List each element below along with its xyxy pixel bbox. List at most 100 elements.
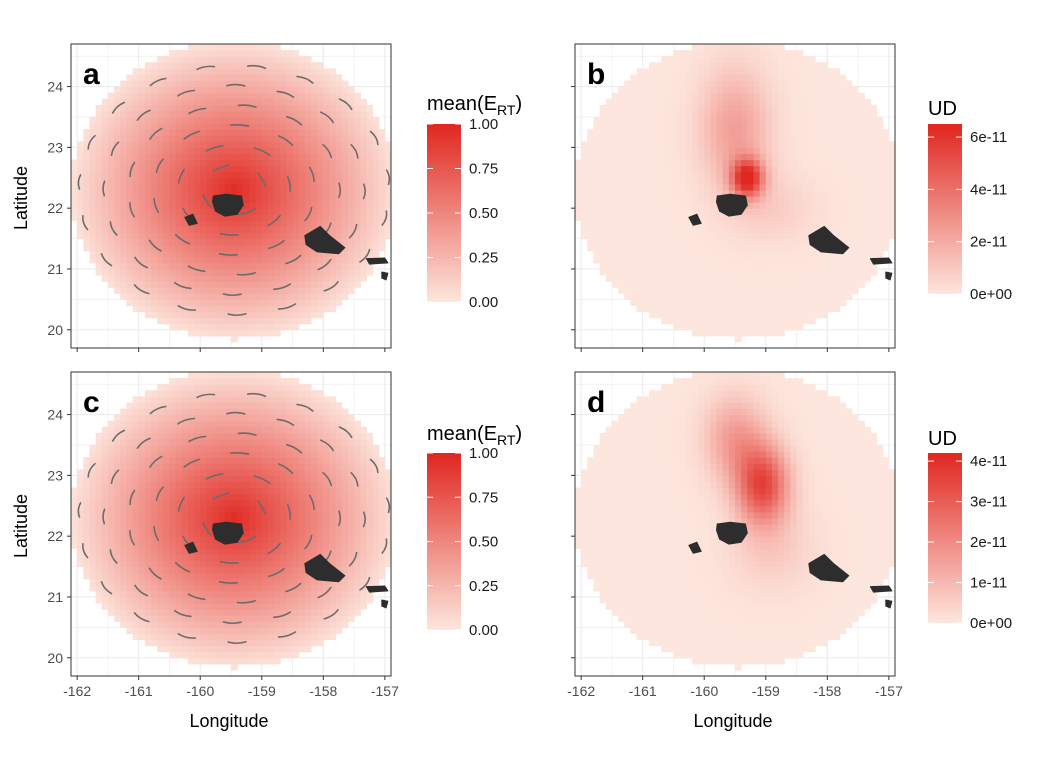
raster-cell	[224, 153, 232, 161]
raster-cell	[391, 196, 398, 203]
raster-cell	[771, 214, 779, 221]
raster-cell	[323, 135, 331, 142]
raster-cell	[667, 226, 675, 234]
raster-cell	[138, 584, 146, 592]
raster-cell	[132, 633, 140, 641]
raster-cell	[237, 171, 244, 179]
raster-cell	[716, 305, 724, 313]
raster-cell	[808, 244, 816, 252]
raster-cell	[126, 511, 134, 519]
raster-cell	[157, 214, 164, 221]
raster-cell	[698, 62, 705, 69]
raster-cell	[181, 451, 189, 458]
raster-cell	[138, 463, 146, 470]
raster-cell	[611, 129, 619, 136]
raster-cell	[304, 226, 312, 234]
raster-cell	[661, 123, 668, 130]
raster-cell	[771, 92, 779, 100]
raster-cell	[286, 189, 294, 197]
raster-cell	[642, 196, 650, 203]
raster-cell	[261, 68, 269, 75]
raster-cell	[120, 116, 127, 124]
raster-cell	[237, 183, 244, 191]
raster-cell	[132, 141, 140, 148]
raster-cell	[317, 116, 324, 124]
raster-cell	[126, 536, 134, 543]
raster-cell	[114, 268, 121, 276]
raster-cell	[187, 517, 195, 525]
raster-cell	[89, 165, 97, 173]
raster-cell	[851, 171, 859, 179]
raster-cell	[292, 135, 300, 142]
raster-cell	[599, 262, 607, 270]
raster-cell	[784, 293, 791, 300]
raster-cell	[347, 244, 355, 252]
flow-dash	[237, 104, 257, 108]
raster-cell	[101, 566, 109, 574]
raster-cell	[107, 505, 115, 513]
raster-cell	[151, 171, 158, 179]
raster-cell	[618, 281, 625, 288]
raster-cell	[200, 50, 207, 57]
raster-cell	[144, 517, 152, 525]
raster-cell	[224, 262, 232, 270]
raster-cell	[636, 141, 644, 148]
raster-cell	[163, 596, 171, 604]
raster-cell	[360, 165, 367, 173]
raster-cell	[175, 311, 183, 319]
raster-cell	[157, 621, 164, 628]
raster-cell	[187, 469, 195, 476]
raster-cell	[784, 226, 791, 234]
raster-cell	[126, 293, 134, 300]
raster-cell	[169, 475, 177, 483]
raster-cell	[329, 123, 337, 130]
raster-cell	[224, 238, 232, 246]
raster-cell	[114, 238, 121, 246]
raster-cell	[735, 153, 742, 161]
raster-cell	[704, 196, 711, 203]
raster-cell	[341, 238, 349, 246]
raster-cell	[298, 226, 306, 234]
raster-cell	[851, 202, 859, 209]
raster-cell	[157, 426, 164, 434]
raster-cell	[876, 123, 884, 130]
raster-cell	[636, 256, 644, 264]
raster-cell	[71, 487, 78, 495]
raster-cell	[347, 256, 355, 264]
raster-cell	[347, 238, 355, 246]
raster-cell	[237, 153, 244, 161]
raster-cell	[107, 426, 115, 434]
raster-cell	[679, 323, 687, 331]
raster-cell	[685, 147, 693, 155]
raster-cell	[249, 74, 257, 82]
raster-cell	[679, 50, 687, 57]
raster-cell	[765, 147, 773, 155]
raster-cell	[784, 153, 791, 161]
raster-cell	[605, 123, 613, 130]
raster-cell	[581, 189, 588, 197]
raster-cell	[151, 208, 158, 215]
raster-cell	[292, 202, 300, 209]
raster-cell	[691, 281, 699, 288]
raster-cell	[815, 141, 822, 148]
raster-cell	[114, 603, 121, 610]
raster-cell	[642, 110, 650, 118]
raster-cell	[144, 214, 152, 221]
raster-cell	[827, 189, 835, 197]
raster-cell	[347, 177, 355, 185]
raster-cells	[575, 44, 895, 343]
raster-cell	[218, 98, 226, 106]
raster-cell	[821, 305, 828, 313]
raster-cell	[673, 214, 681, 221]
raster-cell	[655, 86, 662, 94]
raster-cell	[335, 281, 343, 288]
raster-cell	[274, 110, 281, 118]
raster-cell	[138, 530, 146, 537]
raster-cell	[83, 530, 91, 537]
raster-cell	[636, 281, 644, 288]
raster-cell	[618, 202, 625, 209]
raster-cell	[95, 123, 103, 130]
raster-cell	[267, 159, 275, 167]
raster-cell	[231, 74, 238, 82]
island-shape	[381, 271, 389, 281]
